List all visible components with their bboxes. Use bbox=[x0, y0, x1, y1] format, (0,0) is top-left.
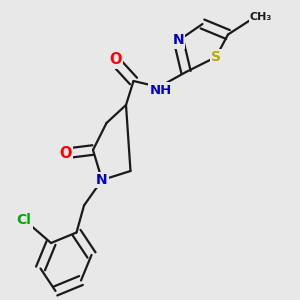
Text: S: S bbox=[211, 50, 221, 64]
Text: N: N bbox=[173, 34, 184, 47]
Text: NH: NH bbox=[149, 83, 172, 97]
Text: N: N bbox=[96, 173, 108, 187]
Text: O: O bbox=[60, 146, 72, 160]
Text: Cl: Cl bbox=[16, 214, 32, 227]
Text: O: O bbox=[109, 52, 122, 68]
Text: CH₃: CH₃ bbox=[250, 11, 272, 22]
